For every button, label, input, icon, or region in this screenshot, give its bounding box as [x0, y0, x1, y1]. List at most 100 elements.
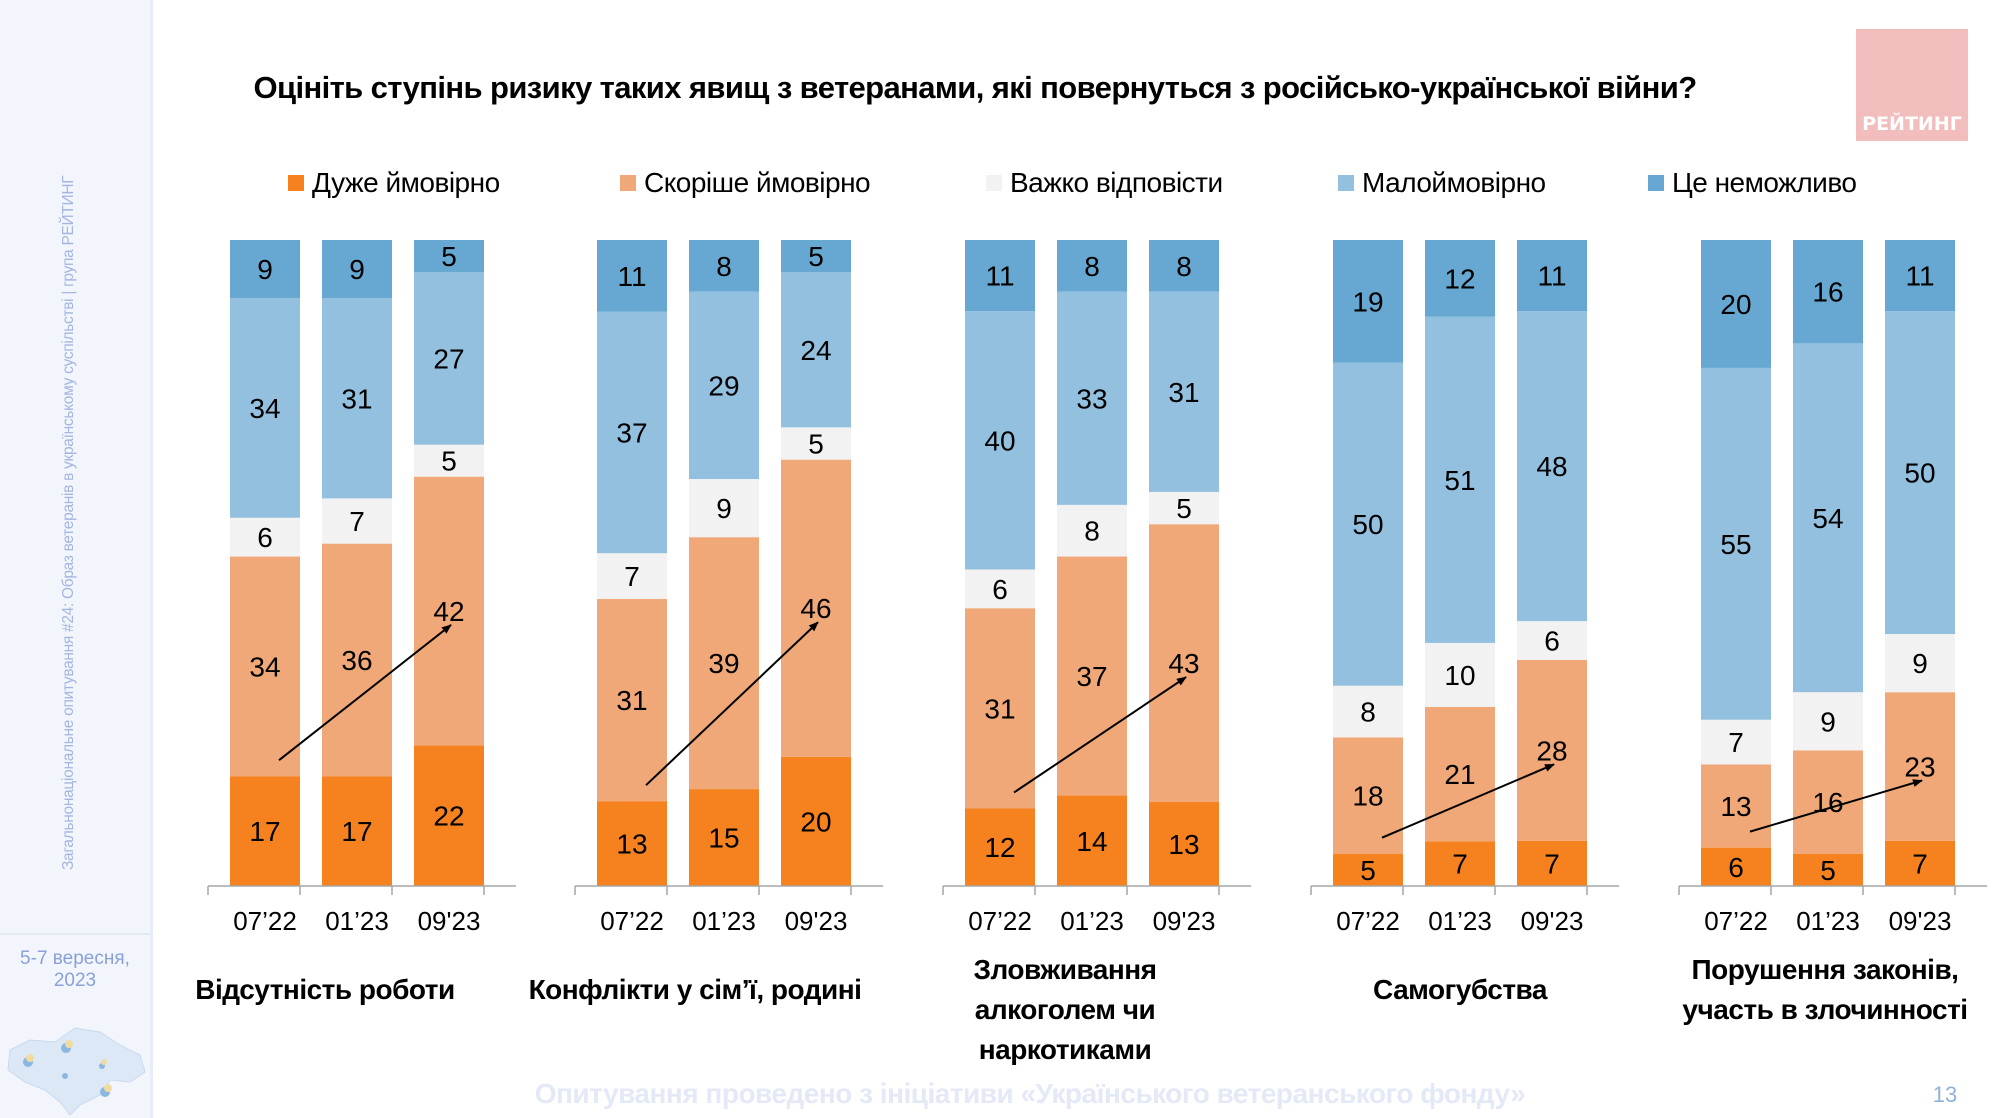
data-label: 8: [1084, 251, 1100, 282]
bar-segment-impossible: [322, 240, 392, 299]
bar-segment-very-likely: [965, 808, 1035, 886]
data-label: 28: [1536, 735, 1567, 766]
bar-segment-very-likely: [1701, 847, 1771, 886]
trend-arrow: [1381, 763, 1555, 839]
data-label: 22: [433, 801, 464, 832]
data-label: 5: [441, 446, 457, 477]
ukraine-map-icon: [7, 1027, 146, 1116]
survey-date-line2: 2023: [53, 970, 97, 991]
legend-swatch: [288, 175, 304, 191]
bar-segment-very-likely: [322, 776, 392, 886]
bar-segment-rather-likely: [1149, 524, 1219, 803]
legend-label: Дуже ймовірно: [312, 167, 500, 198]
data-label: 46: [800, 593, 831, 624]
bar-segment-impossible: [1701, 240, 1771, 368]
trend-arrow: [278, 624, 452, 761]
bar-segment-hard-to-say: [597, 553, 667, 599]
data-label: 13: [1168, 829, 1199, 860]
legend-label: Скоріше ймовірно: [644, 167, 871, 198]
trend-arrows: [278, 621, 1923, 839]
data-label: 7: [1544, 848, 1560, 879]
data-label: 6: [257, 522, 273, 553]
bar-segment-unlikely: [597, 311, 667, 554]
bar-segment-unlikely: [965, 311, 1035, 570]
footer-note: Опитування проведено з ініціативи «Украї…: [534, 1078, 1526, 1109]
bar-segment-very-likely: [230, 776, 300, 886]
data-label: 9: [1912, 648, 1928, 679]
data-label: 6: [992, 574, 1008, 605]
bar-segment-unlikely: [1793, 343, 1863, 693]
legend-swatch: [1648, 175, 1664, 191]
data-label: 20: [800, 806, 831, 837]
legend-swatch: [620, 175, 636, 191]
x-tick-label: 09'23: [1889, 906, 1952, 936]
bar-segment-unlikely: [322, 298, 392, 499]
bar-segment-hard-to-say: [1057, 504, 1127, 557]
bar-segment-unlikely: [1149, 291, 1219, 492]
data-label: 50: [1352, 509, 1383, 540]
survey-date-line1: 5-7 вересня,: [20, 948, 130, 969]
bar-segment-very-likely: [597, 801, 667, 886]
data-label: 8: [716, 251, 732, 282]
data-label: 37: [1076, 661, 1107, 692]
category-label-family-conflicts: Конфлікти у сім’ї, родині: [528, 974, 862, 1005]
x-axis: [207, 885, 1987, 895]
data-label: 7: [349, 506, 365, 537]
category-label-unemployment: Відсутність роботи: [195, 974, 455, 1005]
bar-segment-unlikely: [1885, 311, 1955, 635]
data-label: 34: [249, 651, 280, 682]
bar-segment-hard-to-say: [1793, 692, 1863, 751]
trend-arrow: [1013, 676, 1187, 794]
data-label: 12: [1444, 263, 1475, 294]
legend-label: Важко відповісти: [1010, 167, 1223, 198]
data-label: 13: [616, 829, 647, 860]
bar-segment-rather-likely: [322, 543, 392, 777]
legend-swatch: [986, 175, 1002, 191]
x-tick-label: 01’23: [692, 906, 756, 936]
data-label: 13: [1720, 791, 1751, 822]
x-tick-label: 07’22: [600, 906, 664, 936]
bar-segment-rather-likely: [1425, 706, 1495, 842]
data-label: 48: [1536, 451, 1567, 482]
bar-segment-unlikely: [414, 271, 484, 445]
bar-segment-unlikely: [230, 298, 300, 518]
bar-segment-very-likely: [1885, 840, 1955, 886]
bar-segment-impossible: [1425, 240, 1495, 317]
bar-segment-hard-to-say: [1885, 634, 1955, 693]
data-label: 11: [617, 261, 646, 292]
data-label: 43: [1168, 648, 1199, 679]
data-label: 31: [1168, 377, 1199, 408]
bar-segment-rather-likely: [689, 537, 759, 790]
bar-segment-very-likely: [1517, 840, 1587, 886]
bar-segment-rather-likely: [1701, 764, 1771, 848]
legend-item-unlikely: Малоймовірно: [1338, 163, 1546, 203]
bar-segment-unlikely: [1057, 291, 1127, 505]
bar-segment-impossible: [1333, 240, 1403, 363]
data-label: 15: [708, 823, 739, 854]
bar-segment-hard-to-say: [781, 427, 851, 460]
legend-item-rather-likely: Скоріше ймовірно: [620, 163, 871, 203]
legend-item-impossible: Це неможливо: [1648, 163, 1857, 203]
bar-segment-impossible: [230, 240, 300, 299]
bar-segment-very-likely: [1057, 795, 1127, 886]
bar-segment-hard-to-say: [965, 569, 1035, 609]
data-label: 7: [1912, 848, 1928, 879]
bar-segment-impossible: [965, 240, 1035, 312]
trend-arrow: [645, 621, 819, 786]
bar-segment-hard-to-say: [1701, 719, 1771, 765]
data-label: 37: [616, 417, 647, 448]
bar-segment-very-likely: [1425, 841, 1495, 886]
category-label-substance-abuse: Зловживання алкоголем чи наркотиками: [973, 954, 1157, 1065]
chart-legend: Дуже ймовірно Скоріше ймовірно Важко від…: [0, 163, 2008, 203]
bar-segment-very-likely: [414, 745, 484, 886]
data-label: 51: [1444, 465, 1475, 496]
data-label: 23: [1904, 751, 1935, 782]
data-label: 31: [984, 693, 1015, 724]
bar-segment-unlikely: [1425, 316, 1495, 643]
sidebar: Загальнонаціональне опитування #24: Обра…: [0, 0, 153, 1118]
bar-segment-unlikely: [781, 272, 851, 428]
bar-segment-very-likely: [1793, 853, 1863, 886]
data-labels: 17 34 6 34 9 07’22 17 36 7 31 9 01’23 22 42 5 27 5 09'23 1…: [233, 241, 1951, 936]
data-label: 24: [800, 335, 831, 366]
bar-segment-unlikely: [689, 291, 759, 480]
